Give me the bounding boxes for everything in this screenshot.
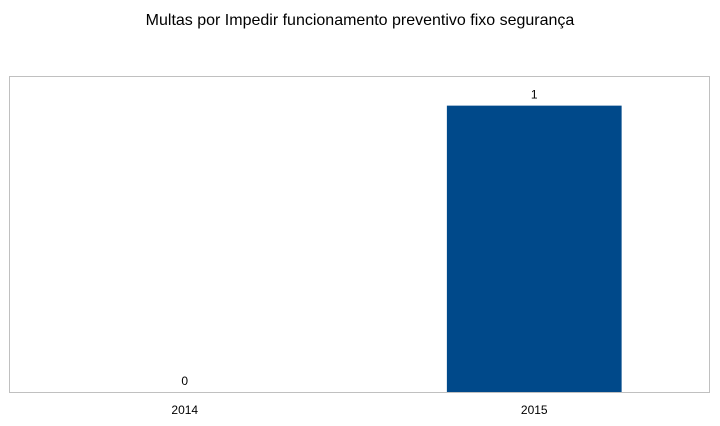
bar-2015 [446, 105, 622, 393]
bars-layer: 0 2014 1 2015 [171, 88, 622, 417]
chart-title: Multas por Impedir funcionamento prevent… [145, 12, 575, 29]
data-label-2014: 0 [181, 374, 188, 388]
x-tick-label-2015: 2015 [521, 403, 548, 417]
x-tick-label-2014: 2014 [171, 403, 198, 417]
data-label-2015: 1 [531, 88, 538, 102]
